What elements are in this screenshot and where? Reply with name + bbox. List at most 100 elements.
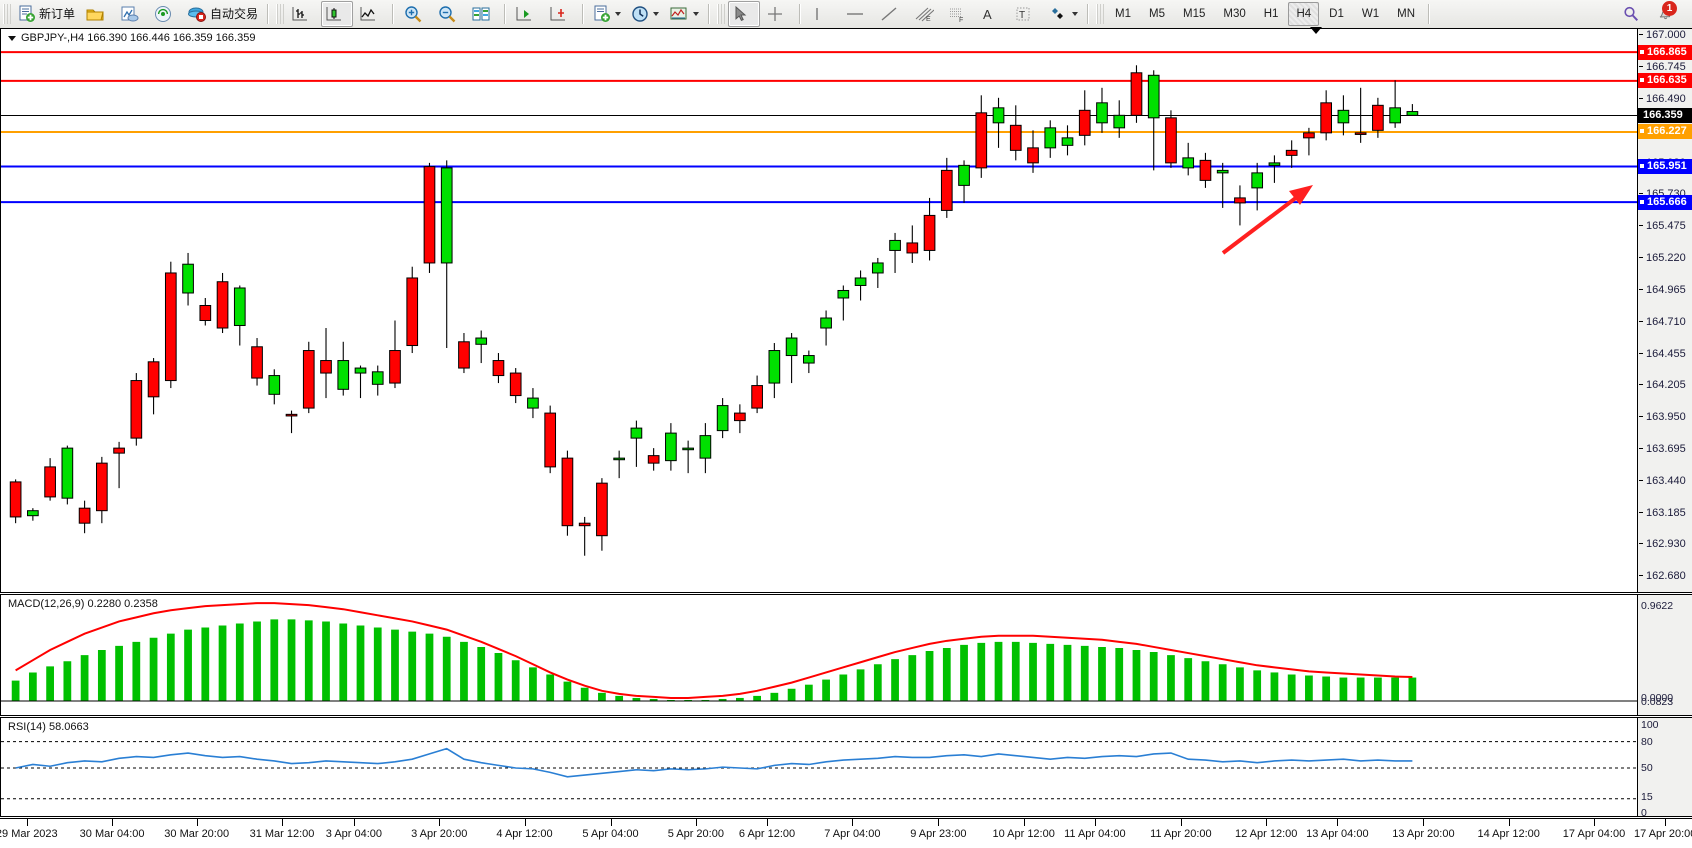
text-label-button[interactable]: A: [976, 1, 1008, 27]
candle-body: [1389, 107, 1401, 124]
toolbar-grip-2[interactable]: [276, 4, 285, 24]
candle-body: [27, 510, 39, 517]
time-axis-label: 17 Apr 04:00: [1562, 828, 1626, 840]
tick-label: 165.220: [1646, 251, 1686, 264]
timeframe-h4-button[interactable]: H4: [1288, 2, 1320, 26]
toolbar-separator-5: [708, 4, 711, 24]
collapse-arrow-icon[interactable]: [8, 35, 16, 41]
open-chart-icon: [121, 6, 139, 22]
timeframe-label: M5: [1149, 8, 1165, 20]
templates-button[interactable]: [665, 1, 703, 27]
folder-button[interactable]: [81, 1, 113, 27]
line-anchor-handle[interactable]: [1639, 48, 1645, 55]
indicators-button[interactable]: [589, 1, 625, 27]
timeframe-m5-button[interactable]: M5: [1141, 2, 1173, 26]
search-button[interactable]: [1618, 1, 1650, 27]
text-label-icon: A: [983, 7, 992, 22]
vertical-line-button[interactable]: [806, 1, 838, 27]
price-axis[interactable]: 167.000166.745166.490166.235165.980165.7…: [1638, 28, 1692, 593]
rsi-line: [15, 747, 1413, 778]
new-order-button[interactable]: 新订单: [14, 1, 79, 27]
toolbar-separator-8: [1428, 4, 1430, 24]
shift-end-button[interactable]: [511, 1, 543, 27]
horizontal-line-button[interactable]: [840, 1, 872, 27]
signals-icon: [155, 6, 172, 22]
price-axis-tick: 164.455: [1638, 347, 1692, 361]
chevron-down-icon[interactable]: [615, 12, 622, 16]
chevron-down-icon[interactable]: [653, 12, 660, 16]
rsi-pane[interactable]: RSI(14) 58.0663: [0, 717, 1638, 817]
support-line-tag[interactable]: 165.666: [1638, 194, 1692, 210]
bar-chart-button[interactable]: [287, 1, 319, 27]
crosshair-button[interactable]: [762, 1, 794, 27]
line-anchor-handle[interactable]: [1639, 128, 1645, 135]
text-icon: T: [1016, 7, 1030, 21]
candle-body: [871, 262, 884, 274]
indicators-icon: [594, 5, 611, 22]
signals-button[interactable]: [149, 1, 181, 27]
vertical-line-icon: [816, 8, 818, 20]
timeframe-h1-button[interactable]: H1: [1256, 2, 1287, 26]
bullish-trend-arrow[interactable]: [1221, 185, 1313, 255]
period-button[interactable]: [627, 1, 663, 27]
last-price-tag[interactable]: 166.359: [1638, 107, 1692, 123]
price-axis-tick: 166.490: [1638, 92, 1692, 106]
pivot-line-tag[interactable]: 166.227: [1638, 124, 1692, 140]
price-chart-pane[interactable]: GBPJPY-,H4 166.390 166.446 166.359 166.3…: [0, 28, 1638, 593]
price-tag-value: 166.865: [1647, 45, 1687, 58]
line-anchor-handle[interactable]: [1639, 162, 1645, 169]
autotrading-button[interactable]: 自动交易: [183, 1, 262, 27]
chevron-down-icon[interactable]: [693, 12, 700, 16]
tick-label: 163.440: [1646, 474, 1686, 487]
time-axis-label: 31 Mar 12:00: [249, 828, 315, 840]
text-button[interactable]: T: [1010, 1, 1042, 27]
objects-button[interactable]: [1044, 1, 1082, 27]
auto-scroll-button[interactable]: [545, 1, 577, 27]
line-anchor-handle[interactable]: [1639, 198, 1645, 205]
horizontal-line-icon: [847, 13, 864, 15]
support-line-tag[interactable]: 165.951: [1638, 158, 1692, 174]
time-axis[interactable]: 29 Mar 2023 30 Mar 04:00 30 Mar 20:00 31 Ma…: [0, 818, 1692, 848]
fibonacci-icon: F: [950, 8, 963, 23]
macd-pane[interactable]: MACD(12,26,9) 0.2280 0.2358: [0, 594, 1638, 716]
tile-windows-button[interactable]: [467, 1, 499, 27]
time-axis-label: 6 Apr 12:00: [738, 828, 796, 840]
toolbar-grip-3[interactable]: [717, 4, 726, 24]
timeframe-m1-button[interactable]: M1: [1107, 2, 1139, 26]
toolbar-grip-4[interactable]: [1096, 4, 1105, 24]
line-chart-button[interactable]: [355, 1, 387, 27]
candle-body: [78, 507, 91, 524]
tile-windows-icon: [472, 7, 490, 21]
price-axis-tick: 163.695: [1638, 442, 1692, 456]
resistance-line-tag[interactable]: 166.865: [1638, 44, 1692, 60]
candle-body: [1372, 104, 1384, 131]
timeframe-m30-button[interactable]: M30: [1215, 2, 1253, 26]
timeframe-mn-button[interactable]: MN: [1389, 2, 1423, 26]
resistance-line-tag[interactable]: 166.635: [1638, 73, 1692, 89]
candle-body: [95, 462, 108, 512]
chevron-down-icon[interactable]: [1072, 12, 1079, 16]
candle-body: [440, 167, 453, 264]
candle-body: [1061, 137, 1074, 146]
candlestick-chart-button[interactable]: [321, 1, 354, 27]
trendline-icon: [881, 7, 897, 21]
open-chart-button[interactable]: [115, 1, 147, 27]
equidistant-channel-button[interactable]: E: [908, 1, 940, 27]
chart-area[interactable]: GBPJPY-,H4 166.390 166.446 166.359 166.3…: [0, 27, 1692, 848]
toolbar-grip-1[interactable]: [3, 4, 11, 24]
timeframe-m15-button[interactable]: M15: [1175, 2, 1213, 26]
line-anchor-handle[interactable]: [1639, 77, 1645, 84]
candle-body: [371, 371, 384, 385]
trendline-button[interactable]: [874, 1, 906, 27]
time-axis-tick: [695, 819, 697, 826]
zoom-out-button[interactable]: [433, 1, 465, 27]
fibonacci-button[interactable]: F: [942, 1, 974, 27]
candle-body: [1044, 127, 1057, 149]
cursor-button[interactable]: [728, 1, 761, 27]
timeframe-w1-button[interactable]: W1: [1354, 2, 1387, 26]
new-order-icon: [19, 5, 35, 22]
alerts-button[interactable]: 1: [1652, 1, 1684, 27]
time-axis-label: 12 Apr 12:00: [1234, 828, 1298, 840]
timeframe-d1-button[interactable]: D1: [1321, 2, 1352, 26]
zoom-in-button[interactable]: [399, 1, 431, 27]
